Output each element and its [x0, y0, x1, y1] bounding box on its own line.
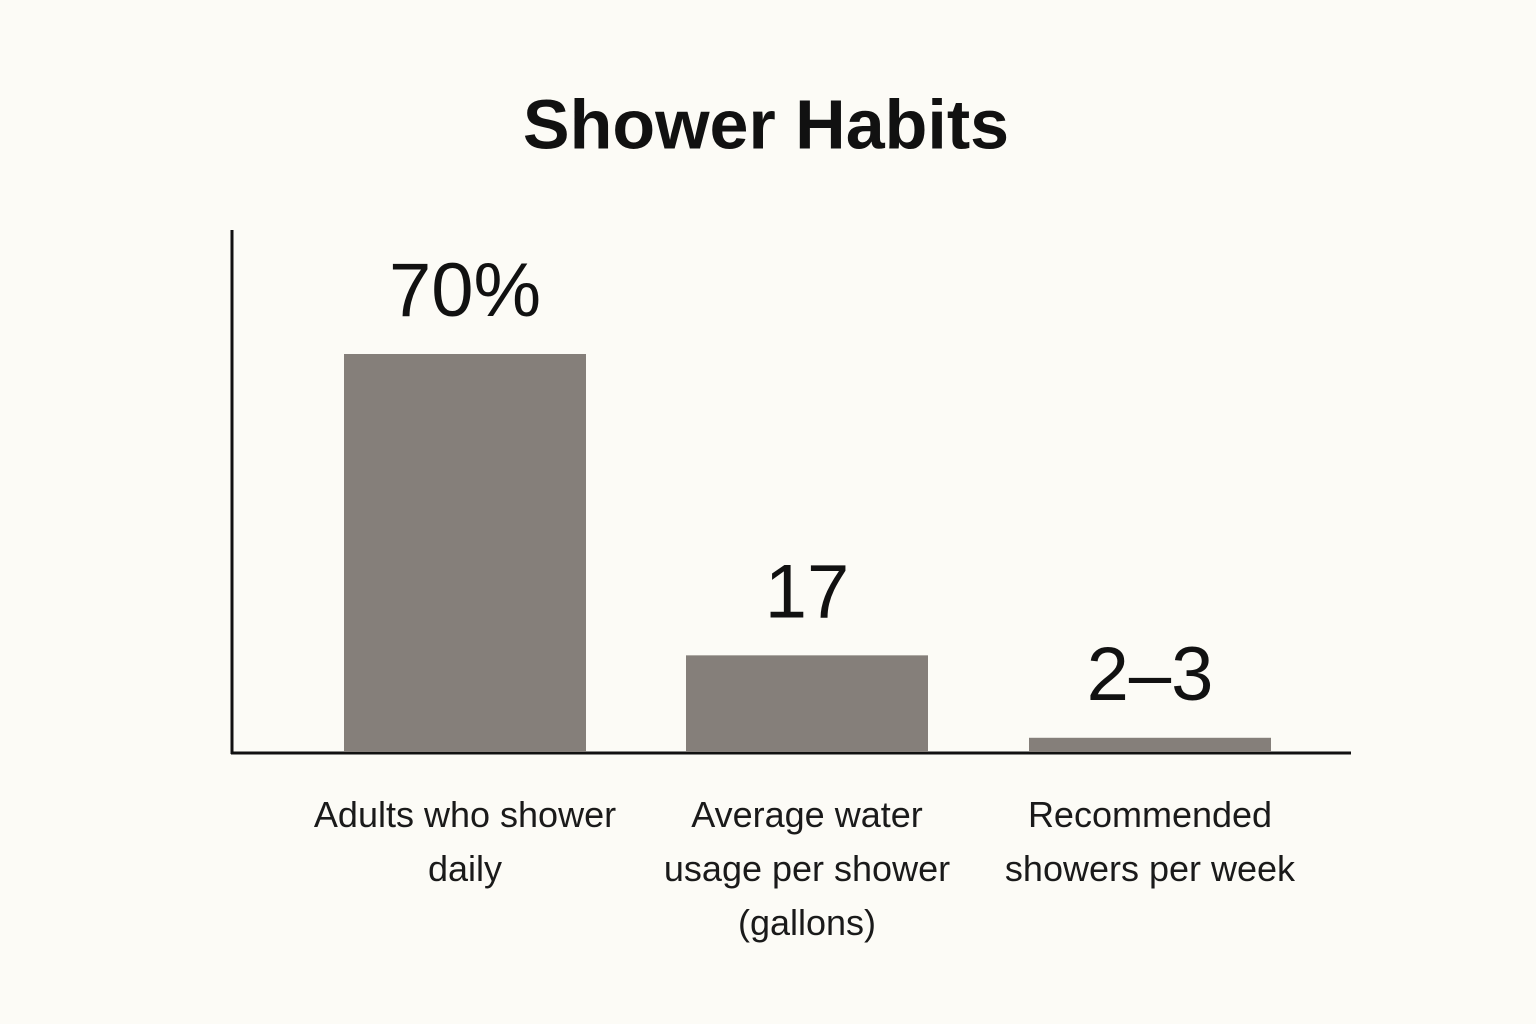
bar [686, 655, 928, 752]
bar [1029, 737, 1271, 752]
x-tick-label: Recommended showers per week [1004, 794, 1296, 889]
value-label: 17 [765, 549, 850, 634]
x-tick-label: Average water usage per shower (gallons) [663, 794, 951, 943]
value-label: 2–3 [1087, 632, 1214, 717]
chart-title: Shower Habits [523, 85, 1009, 163]
x-tick-label: Adults who shower daily [313, 794, 617, 889]
value-label: 70% [389, 248, 541, 333]
bar [344, 354, 586, 752]
